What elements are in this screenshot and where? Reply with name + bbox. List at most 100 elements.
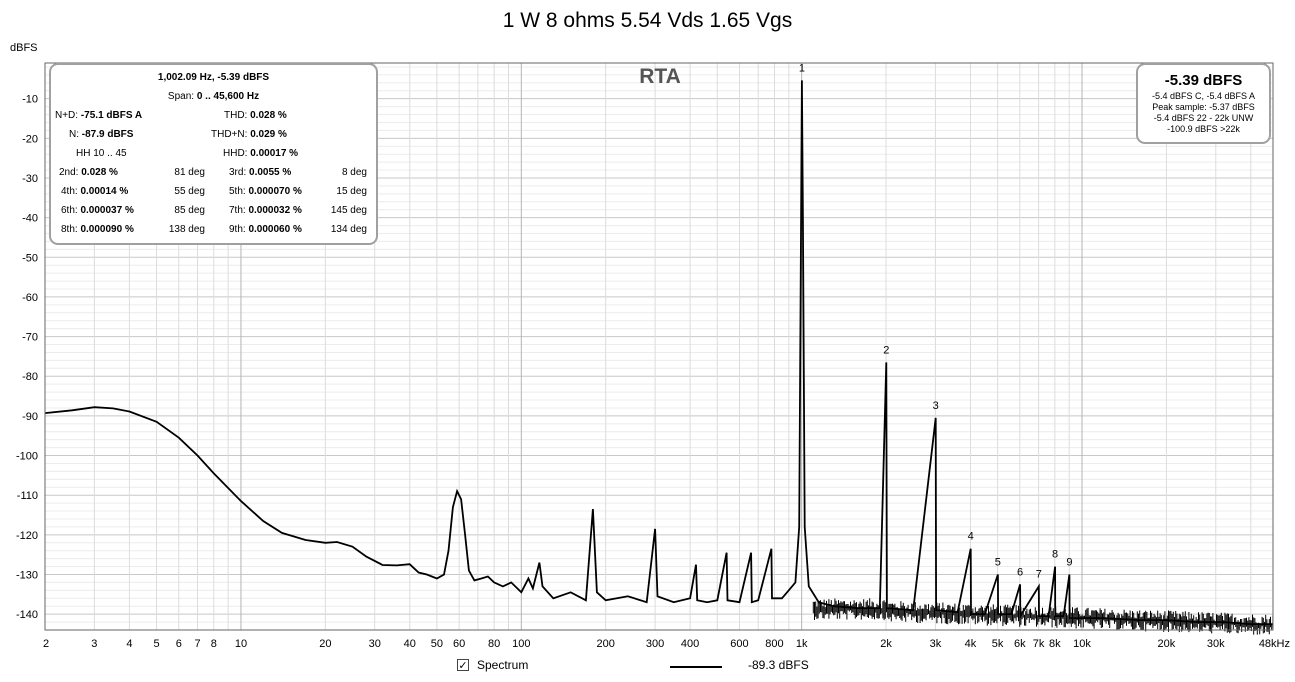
level-line: -5.4 dBFS 22 - 22k UNW bbox=[1153, 113, 1254, 123]
harmonic-label: 2nd: bbox=[59, 167, 79, 178]
x-tick-label: 6 bbox=[176, 638, 182, 650]
x-tick-label: 300 bbox=[646, 638, 664, 650]
y-tick-label: -20 bbox=[22, 133, 38, 145]
level-line: -5.4 dBFS C, -5.4 dBFS A bbox=[1151, 91, 1256, 101]
harmonic-phase: 145 deg bbox=[330, 205, 367, 216]
x-tick-label: 10k bbox=[1073, 638, 1091, 650]
y-tick-label: -60 bbox=[22, 292, 38, 304]
harmonic-value: 0.000060 % bbox=[248, 224, 302, 235]
harmonic-label: 6th: bbox=[61, 205, 78, 216]
fundamental-readout: 1,002.09 Hz, -5.39 dBFS bbox=[157, 72, 270, 83]
thd-info-panel: 1,002.09 Hz, -5.39 dBFS Span: 0 .. 45,60… bbox=[49, 63, 378, 245]
x-tick-label: 8 bbox=[211, 638, 217, 650]
harmonic-value: 0.000090 % bbox=[80, 224, 134, 235]
harmonic-value: 0.0055 % bbox=[249, 167, 292, 178]
harmonic-peak-label: 2 bbox=[883, 344, 889, 356]
harmonic-phase: 55 deg bbox=[174, 186, 205, 197]
legend-series-label: Spectrum bbox=[477, 658, 529, 672]
x-tick-label: 6k bbox=[1014, 638, 1026, 650]
harmonic-label: 7th: bbox=[229, 205, 246, 216]
y-tick-label: -50 bbox=[22, 252, 38, 264]
spectrum-checkbox[interactable]: ✓ bbox=[457, 659, 469, 672]
x-tick-label: 5k bbox=[992, 638, 1004, 650]
x-tick-label: 30k bbox=[1207, 638, 1225, 650]
harmonic-label: 4th: bbox=[61, 186, 78, 197]
harmonic-peak-label: 6 bbox=[1017, 566, 1023, 578]
span-value: 0 .. 45,600 Hz bbox=[196, 91, 260, 102]
hhd-label: HHD: bbox=[223, 148, 248, 159]
y-tick-label: -100 bbox=[16, 451, 38, 463]
x-tick-label: 48kHz bbox=[1259, 638, 1290, 650]
harmonic-value: 0.000037 % bbox=[80, 205, 134, 216]
y-tick-label: -140 bbox=[16, 609, 38, 621]
harmonic-value: 0.028 % bbox=[81, 167, 118, 178]
y-tick-label: -10 bbox=[22, 94, 38, 106]
harmonic-phase: 81 deg bbox=[174, 167, 205, 178]
legend-series-value: -89.3 dBFS bbox=[748, 658, 809, 672]
y-tick-label: -90 bbox=[22, 411, 38, 423]
x-tick-label: 1k bbox=[796, 638, 808, 650]
x-tick-label: 8k bbox=[1049, 638, 1061, 650]
x-tick-label: 50 bbox=[431, 638, 443, 650]
harmonic-peak-label: 8 bbox=[1052, 549, 1058, 561]
thd-label: THD: bbox=[224, 110, 248, 121]
x-tick-label: 400 bbox=[681, 638, 699, 650]
level-meter-panel: -5.39 dBFS -5.4 dBFS C, -5.4 dBFS A Peak… bbox=[1136, 63, 1271, 144]
harmonic-peak-label: 3 bbox=[933, 400, 939, 412]
level-line: Peak sample: -5.37 dBFS bbox=[1152, 102, 1255, 112]
x-axis-ticks: 2 3 4 5 6 7 8 10 20 30 40 50 60 80 100 200 300 400 600 800 1… bbox=[43, 638, 1290, 650]
x-tick-label: 4 bbox=[126, 638, 132, 650]
y-tick-label: -130 bbox=[16, 569, 38, 581]
harmonic-phase: 85 deg bbox=[174, 205, 205, 216]
x-tick-label: 40 bbox=[404, 638, 416, 650]
y-tick-label: -110 bbox=[17, 490, 38, 502]
thdn-label: THD+N: bbox=[211, 129, 248, 140]
thdn-value: 0.029 % bbox=[250, 129, 287, 140]
harmonic-peak-labels: 1 2 3 4 5 6 789 bbox=[799, 62, 1073, 580]
legend-line-swatch bbox=[670, 666, 722, 668]
nd-value: -75.1 dBFS A bbox=[80, 110, 143, 121]
x-tick-label: 200 bbox=[597, 638, 615, 650]
harmonic-peak-label: 9 bbox=[1066, 556, 1072, 568]
x-tick-label: 800 bbox=[765, 638, 783, 650]
rta-label: RTA bbox=[639, 65, 681, 88]
harmonic-value: 0.00014 % bbox=[80, 186, 129, 197]
y-tick-label: -30 bbox=[22, 173, 38, 185]
x-tick-label: 7 bbox=[194, 638, 200, 650]
hh-range-label: HH 10 .. 45 bbox=[76, 148, 127, 159]
plot-frame bbox=[44, 62, 1274, 631]
harmonic-peak-label: 5 bbox=[995, 556, 1001, 568]
x-tick-label: 20k bbox=[1158, 638, 1176, 650]
x-tick-label: 3 bbox=[91, 638, 97, 650]
harmonic-value: 0.000032 % bbox=[248, 205, 302, 216]
noise-floor bbox=[812, 598, 1274, 635]
x-tick-label: 30 bbox=[369, 638, 381, 650]
x-tick-label: 3k bbox=[930, 638, 942, 650]
x-tick-label: 2 bbox=[43, 638, 49, 650]
chart-title: 1 W 8 ohms 5.54 Vds 1.65 Vgs bbox=[502, 9, 793, 32]
x-tick-label: 600 bbox=[730, 638, 748, 650]
hhd-value: 0.00017 % bbox=[250, 148, 299, 159]
harmonic-peak-label: 1 bbox=[799, 62, 805, 74]
x-tick-label: 5 bbox=[154, 638, 160, 650]
harmonic-phase: 15 deg bbox=[336, 186, 367, 197]
level-main-value: -5.39 dBFS bbox=[1164, 72, 1243, 89]
y-tick-label: -80 bbox=[22, 371, 38, 383]
y-tick-label: -40 bbox=[22, 213, 38, 225]
span-label: Span: bbox=[167, 91, 195, 102]
nd-label: N+D: bbox=[55, 110, 79, 121]
noise-value: -87.9 dBFS bbox=[81, 129, 134, 140]
harmonic-peak-label: 7 bbox=[1036, 568, 1042, 580]
harmonic-label: 3rd: bbox=[229, 167, 247, 178]
y-tick-label: -70 bbox=[22, 332, 38, 344]
harmonic-label: 8th: bbox=[61, 224, 78, 235]
x-tick-label: 2k bbox=[880, 638, 892, 650]
harmonic-phase: 138 deg bbox=[168, 224, 205, 235]
harmonic-peak-label: 4 bbox=[968, 531, 974, 543]
harmonic-phase: 134 deg bbox=[330, 224, 367, 235]
harmonic-value: 0.000070 % bbox=[248, 186, 302, 197]
harmonic-label: 9th: bbox=[229, 224, 246, 235]
y-axis-ticks: -10 -20 -30 -40 -50 -60 -70 -80 -90 -100 -110 -120 -… bbox=[16, 94, 38, 621]
noise-floor-trace bbox=[812, 598, 1274, 635]
y-tick-label: -120 bbox=[16, 530, 38, 542]
